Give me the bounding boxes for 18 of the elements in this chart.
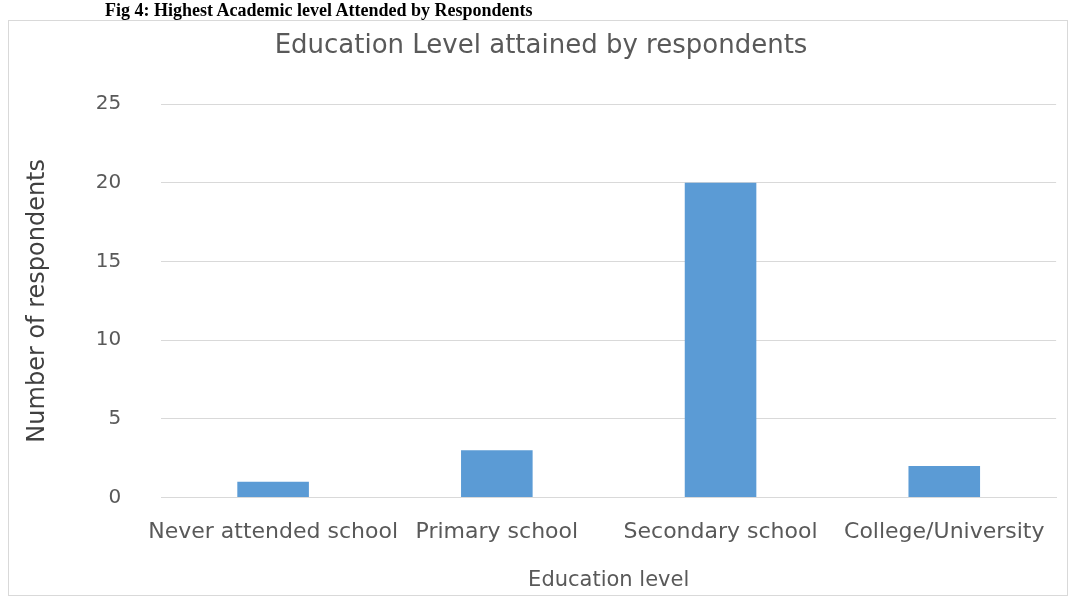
bar — [684, 182, 757, 497]
caption: Fig 4: Highest Academic level Attended by Respondents — [105, 0, 533, 20]
x-tick-label: Primary school — [415, 518, 579, 544]
y-tick-label: 25 — [95, 90, 122, 115]
bar — [461, 450, 533, 497]
y-axis-title: Number of respondents — [21, 158, 50, 443]
x-tick-label: College/University — [844, 518, 1045, 544]
y-tick-label: 20 — [95, 169, 122, 194]
x-tick-label: Secondary school — [623, 518, 818, 544]
chart-title: Education Level attained by respondents — [274, 29, 808, 60]
bar — [237, 481, 309, 497]
y-tick-label: 5 — [108, 404, 122, 429]
y-tick-label: 10 — [95, 326, 122, 351]
y-tick-label: 15 — [95, 247, 122, 272]
y-tick-label: 0 — [108, 483, 122, 508]
x-axis-title: Education level — [528, 566, 690, 591]
bar — [908, 465, 981, 497]
x-tick-label: Never attended school — [148, 518, 399, 544]
